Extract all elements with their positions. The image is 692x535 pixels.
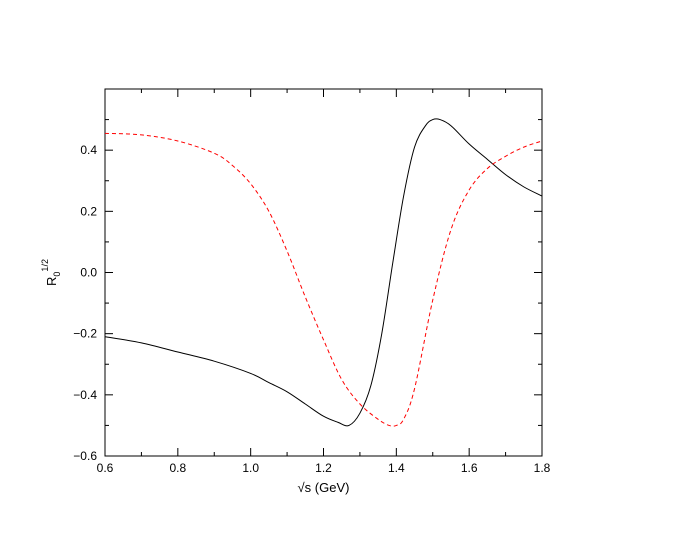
series-line-solid bbox=[104, 118, 543, 427]
x-tick-label: 1.6 bbox=[461, 461, 478, 475]
x-tick-label: 1.0 bbox=[242, 461, 259, 475]
ticks-group bbox=[104, 89, 543, 457]
y-axis-label: R01/2 bbox=[40, 259, 62, 286]
y-tick-label: 0.4 bbox=[80, 143, 97, 157]
y-tick-label: −0.4 bbox=[73, 388, 97, 402]
y-axis-label-base: R bbox=[44, 277, 59, 286]
x-tick-label: 0.8 bbox=[169, 461, 186, 475]
y-tick-label: 0.2 bbox=[80, 204, 97, 218]
series-layer bbox=[104, 118, 543, 427]
x-tick-label: 1.8 bbox=[534, 461, 551, 475]
y-tick-label: 0.0 bbox=[80, 266, 97, 280]
x-axis-label: √s (GeV) bbox=[298, 480, 350, 495]
series-line-dashed bbox=[104, 132, 543, 427]
y-axis-label-superscript: 1/2 bbox=[40, 259, 50, 272]
plot-frame bbox=[104, 88, 543, 457]
x-tick-label: 0.6 bbox=[97, 461, 114, 475]
y-tick-label: −0.2 bbox=[73, 327, 97, 341]
x-tick-label: 1.2 bbox=[315, 461, 332, 475]
tick-labels-group: 0.6 0.8 1.0 1.2 1.4 1.6 1.8 −0.6 −0.4 −0.2 0.0 0.2 0… bbox=[73, 143, 550, 475]
x-tick-label: 1.4 bbox=[388, 461, 405, 475]
y-tick-label: −0.6 bbox=[73, 449, 97, 463]
y-axis-label-subscript: 0 bbox=[52, 272, 62, 277]
